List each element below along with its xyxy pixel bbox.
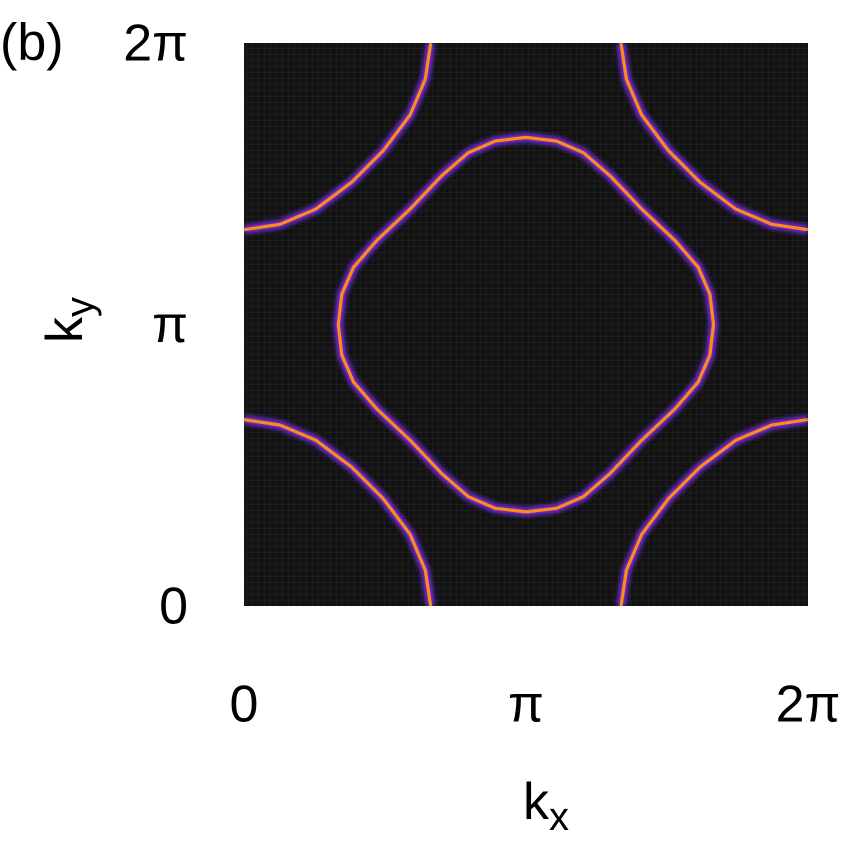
y-tick-label: π <box>152 296 188 354</box>
y-axis-label: ky <box>36 297 102 343</box>
x-tick-label: 0 <box>230 676 259 734</box>
plot-texture <box>244 43 808 606</box>
x-tick-label: π <box>508 676 544 734</box>
contour-line <box>244 418 433 606</box>
y-tick-label: 2π <box>123 15 188 73</box>
panel-label: (b) <box>0 14 64 72</box>
contour-line <box>619 43 808 232</box>
contour-group <box>244 43 808 606</box>
y-tick-label: 0 <box>159 578 188 636</box>
x-tick-label: 2π <box>776 676 841 734</box>
x-axis-label: kx <box>523 773 569 839</box>
contour-line <box>619 418 808 606</box>
contour-line <box>336 135 716 514</box>
contour-line <box>244 43 433 232</box>
